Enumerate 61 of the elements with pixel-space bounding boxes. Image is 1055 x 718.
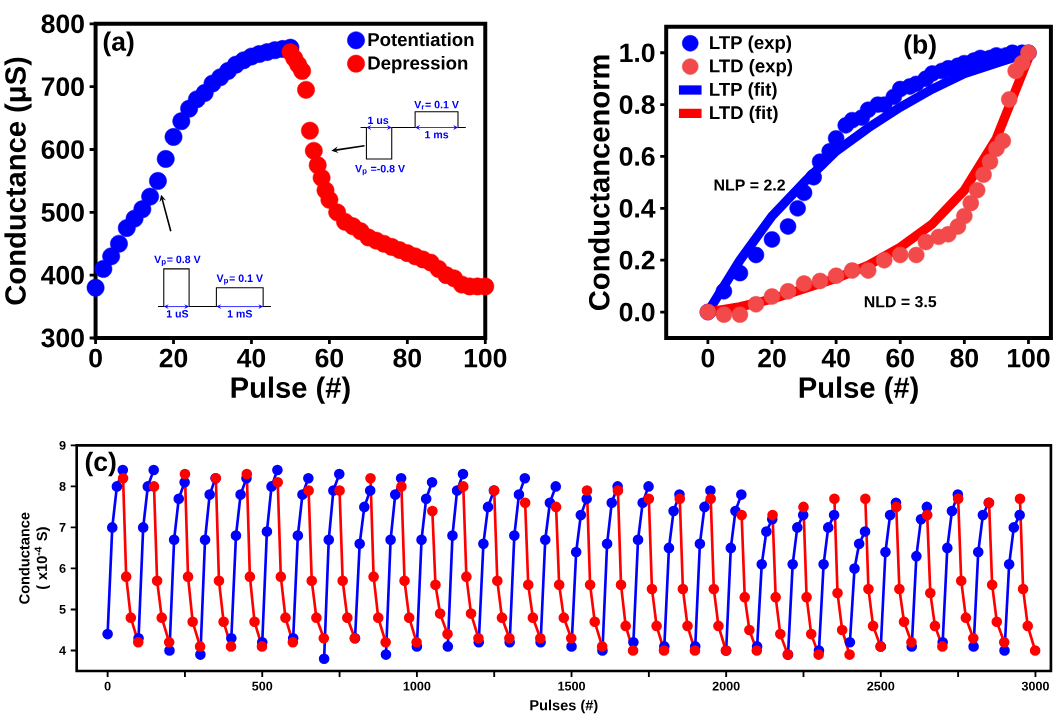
legend-label: Potentiation (368, 32, 474, 47)
y-tick-label: 5 (59, 605, 66, 615)
y-tick-label: 0.4 (619, 199, 656, 218)
x-tick-label: 2000 (712, 681, 740, 691)
y-tick-label: 4 (59, 646, 66, 655)
chart-title: (b) (904, 34, 936, 60)
y-tick-label: 500 (41, 203, 84, 222)
x-tick-label: 20 (758, 348, 786, 368)
annotation: NLD = 3.5 (864, 296, 937, 308)
legend-label: LTP (fit) (710, 82, 777, 100)
x-tick-label: 0 (104, 681, 111, 691)
x-tick-label: 20 (159, 348, 188, 368)
x-tick-label: 3000 (1021, 681, 1049, 691)
y-tick-label: 600 (41, 140, 84, 160)
annotation: NLP = 2.2 (714, 179, 785, 191)
x-axis-title: Pulse (#) (799, 376, 918, 404)
annotation: V$_{p}$= 0.1 V (216, 274, 263, 286)
x-tick-label: 1500 (558, 681, 586, 691)
chart-title: (c) (85, 451, 116, 477)
x-tick-label: 500 (252, 681, 273, 691)
legend-label: Depression (368, 56, 468, 74)
legend-label: LTD (exp) (710, 59, 793, 77)
y-tick-label: 1.0 (620, 43, 655, 63)
y-tick-label: 7 (59, 523, 66, 532)
x-tick-label: 1000 (403, 681, 431, 691)
legend-label: LTD (fit) (710, 105, 778, 124)
x-tick-label: 60 (315, 348, 344, 368)
x-axis-title: Pulse (#) (231, 376, 350, 404)
x-tick-label: 0 (89, 348, 102, 368)
y-tick-label: 0.0 (619, 302, 655, 322)
y-tick-label: 400 (41, 265, 84, 285)
legend-label: LTP (exp) (710, 35, 792, 53)
y-axis-title: Conductancenorm (588, 55, 610, 311)
y-tick-label: 8 (59, 482, 66, 491)
y-tick-label: 0.2 (619, 250, 655, 270)
y-tick-label: 0.8 (619, 95, 655, 115)
y-tick-label: 9 (59, 441, 66, 450)
y-tick-label: 800 (41, 14, 84, 34)
y-axis-title: Conductance (μS) (4, 57, 32, 305)
y-tick-label: 700 (41, 77, 84, 97)
x-axis-title: Pulses (#) (530, 699, 598, 714)
annotation: V$_{p}$= 0.8 V (154, 255, 201, 267)
x-tick-label: 2500 (867, 681, 895, 691)
y-tick-label: 300 (41, 328, 84, 348)
x-tick-label: 40 (237, 348, 266, 368)
annotation: V$_{r}$= 0.1 V (414, 101, 459, 110)
x-tick-label: 100 (1008, 348, 1050, 368)
annotation: 1 ms (425, 131, 449, 139)
y-tick-label: 6 (59, 564, 66, 574)
y-tick-label: 0.6 (619, 147, 655, 166)
x-tick-label: 80 (393, 348, 421, 368)
x-tick-label: 0 (701, 348, 715, 368)
x-tick-label: 60 (886, 348, 914, 368)
annotation: 1 us (368, 116, 389, 125)
chart-title: (a) (103, 31, 134, 57)
x-tick-label: 40 (821, 348, 850, 368)
annotation: 1 mS (227, 310, 252, 318)
annotation: V$_{p}$ =-0.8 V (355, 165, 405, 176)
x-tick-label: 100 (464, 348, 507, 368)
x-tick-label: 80 (950, 348, 979, 368)
annotation: 1 uS (166, 310, 189, 318)
